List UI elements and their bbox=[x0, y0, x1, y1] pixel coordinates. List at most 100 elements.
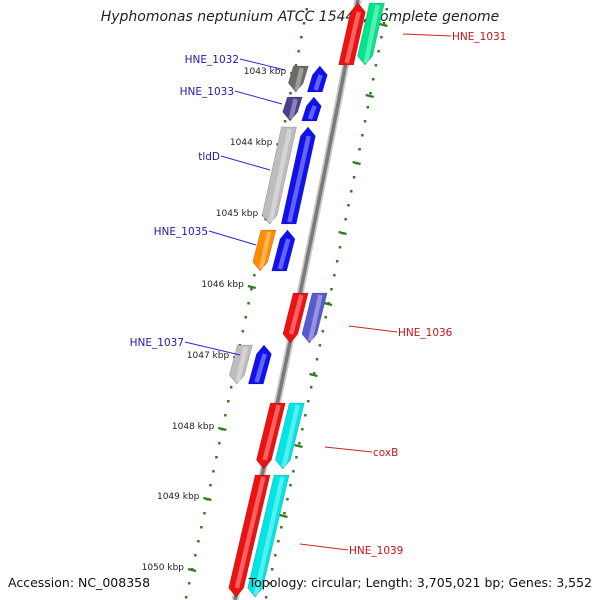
ring-dot bbox=[227, 400, 230, 403]
ring-dot bbox=[188, 582, 191, 585]
cog-band-shade bbox=[363, 4, 380, 64]
cog-band bbox=[229, 344, 253, 385]
ring-dot bbox=[358, 148, 361, 151]
ring-dot bbox=[350, 190, 353, 193]
gene-label: HNE_1037 bbox=[130, 337, 184, 349]
ruler-tick bbox=[365, 93, 374, 99]
ruler-tick bbox=[338, 230, 347, 236]
gene-arrow bbox=[282, 292, 309, 344]
cog-band-shade bbox=[258, 231, 272, 270]
gene-arrow bbox=[247, 344, 272, 385]
ring-dot bbox=[280, 526, 283, 529]
gene-label: HNE_1035 bbox=[154, 226, 208, 238]
ring-dot bbox=[224, 414, 227, 417]
ring-dot bbox=[184, 596, 188, 599]
ring-dot bbox=[294, 64, 298, 67]
ring-dot bbox=[380, 36, 383, 39]
ruler-label: 1048 kbp bbox=[172, 422, 215, 432]
gene-arrow-shade bbox=[234, 476, 266, 589]
ruler-label: 1045 kbp bbox=[216, 209, 259, 219]
ring-dot bbox=[197, 540, 200, 543]
ring-dot bbox=[283, 120, 287, 123]
ring-dot bbox=[333, 274, 336, 277]
gene-arrow bbox=[271, 229, 296, 272]
ring-dot bbox=[268, 582, 271, 585]
ring-dot bbox=[307, 400, 310, 403]
ring-dot bbox=[363, 120, 367, 123]
gene-label: tldD bbox=[198, 151, 220, 163]
ring-dot bbox=[377, 50, 380, 53]
ring-dot bbox=[330, 288, 333, 291]
ring-dot bbox=[215, 456, 218, 459]
ring-dot bbox=[366, 106, 370, 109]
gene-hne-1035: HNE_1035 bbox=[154, 226, 296, 272]
ring-dot bbox=[361, 134, 364, 137]
ruler-tick bbox=[279, 513, 288, 519]
cog-band-shade bbox=[235, 346, 248, 383]
gene-arrow bbox=[301, 96, 322, 122]
ring-dot bbox=[352, 176, 356, 179]
cog-band bbox=[261, 126, 297, 225]
gene-label: coxB bbox=[373, 447, 398, 459]
ruler-tick bbox=[247, 284, 257, 290]
cog-band-shade bbox=[281, 404, 300, 468]
ring-dot bbox=[301, 428, 304, 431]
ruler-label: 1049 kbp bbox=[157, 492, 200, 502]
ring-dot bbox=[309, 386, 313, 389]
gene-hne-1033: HNE_1033 bbox=[180, 86, 322, 122]
ring-dot bbox=[347, 204, 350, 207]
map-title: Hyphomonas neptunium ATCC 15444, complet… bbox=[100, 9, 500, 25]
ring-dot bbox=[385, 8, 388, 11]
gene-arrow bbox=[306, 65, 328, 93]
gene-leader-line bbox=[184, 341, 241, 356]
ring-dot bbox=[218, 442, 221, 445]
ring-dot bbox=[229, 386, 233, 389]
cog-band-shade bbox=[294, 67, 304, 91]
gene-label: HNE_1039 bbox=[349, 545, 403, 557]
ring-dot bbox=[382, 22, 386, 25]
ring-dot bbox=[250, 288, 253, 291]
ring-dot bbox=[241, 330, 245, 333]
gene-arrow-shade bbox=[288, 294, 304, 335]
ring-dot bbox=[304, 414, 307, 417]
ring-dot bbox=[253, 274, 256, 277]
gene-hne-1039: HNE_1039 bbox=[228, 474, 403, 598]
ring-dot bbox=[298, 442, 301, 445]
gene-label: HNE_1031 bbox=[452, 31, 506, 43]
ring-dot bbox=[369, 92, 372, 95]
cog-band bbox=[357, 2, 385, 66]
gene-leader-line bbox=[402, 33, 452, 37]
gene-arrow bbox=[256, 402, 286, 470]
gene-leader-line bbox=[299, 543, 349, 551]
cog-band bbox=[252, 229, 277, 272]
ring-dot bbox=[283, 512, 286, 515]
gene-arrow bbox=[280, 126, 316, 225]
gene-tldd: tldD bbox=[198, 126, 316, 225]
gene-arrow-shade bbox=[344, 11, 361, 64]
gene-hne-1036: HNE_1036 bbox=[282, 292, 453, 344]
gene-arrow-shade bbox=[262, 404, 281, 461]
gene-leader-line bbox=[220, 155, 271, 171]
ring-dot bbox=[312, 372, 316, 375]
ring-dot bbox=[315, 358, 319, 361]
ruler-label: 1047 kbp bbox=[187, 351, 230, 361]
ring-dot bbox=[286, 498, 289, 501]
gene-hne-1031: HNE_1031 bbox=[338, 2, 506, 66]
ring-dot bbox=[305, 8, 308, 11]
gene-hne-1032: HNE_1032 bbox=[185, 54, 328, 93]
cog-band-shade bbox=[307, 294, 323, 342]
ring-dot bbox=[321, 330, 325, 333]
ring-dot bbox=[324, 316, 327, 319]
gene-leader-line bbox=[239, 58, 286, 71]
cog-band bbox=[282, 96, 303, 122]
ring-dot bbox=[335, 260, 339, 263]
cog-band-shade bbox=[288, 98, 298, 120]
gene-arrow-shade bbox=[277, 238, 291, 270]
ring-dot bbox=[209, 484, 212, 487]
ring-dot bbox=[295, 456, 298, 459]
ring-dot bbox=[374, 64, 378, 67]
cog-band bbox=[287, 65, 309, 93]
ring-dot bbox=[264, 218, 267, 221]
ruler-label: 1046 kbp bbox=[201, 280, 244, 290]
